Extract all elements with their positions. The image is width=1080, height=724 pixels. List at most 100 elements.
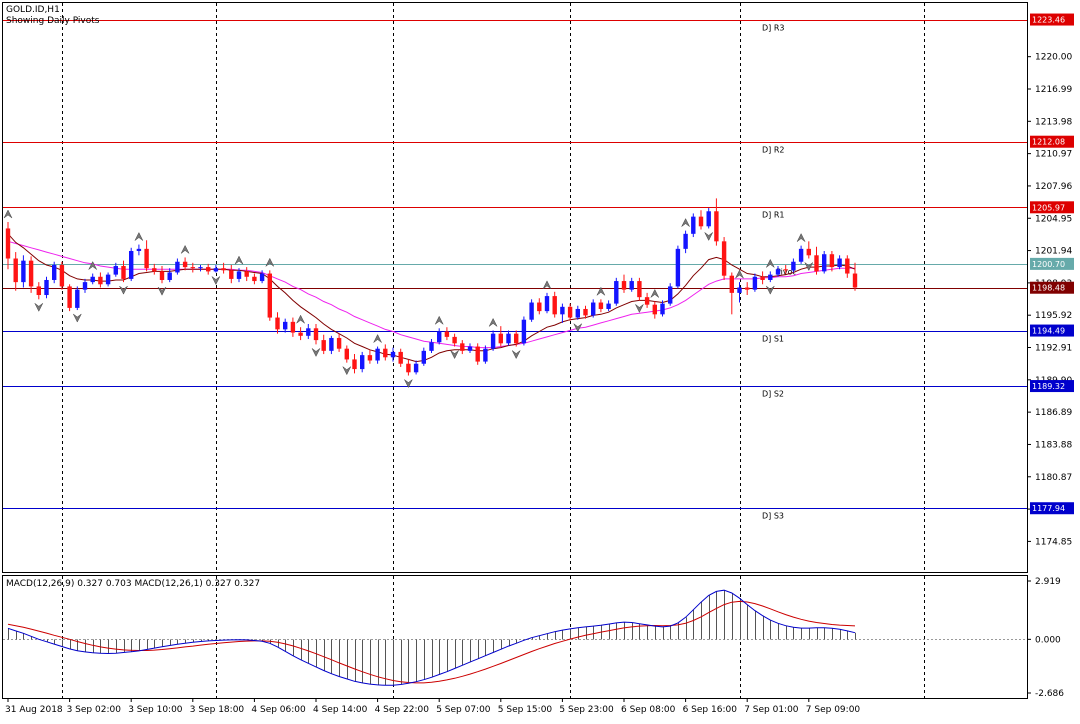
candle-body bbox=[652, 304, 657, 315]
candle-body bbox=[136, 248, 142, 251]
fractal-up-arrow bbox=[234, 255, 244, 265]
candle-body bbox=[113, 266, 118, 275]
x-tick-label: 6 Sep 16:00 bbox=[683, 705, 738, 715]
candle bbox=[21, 255, 26, 288]
tag-s3: 1177.94 bbox=[1030, 502, 1074, 515]
candle-body bbox=[336, 337, 342, 349]
candle-body bbox=[583, 308, 588, 316]
candle bbox=[629, 277, 634, 292]
candle bbox=[398, 348, 403, 367]
price-tick-label: 1183.88 bbox=[1035, 440, 1072, 450]
candle bbox=[621, 274, 627, 293]
candle bbox=[514, 330, 519, 347]
candle-body bbox=[98, 276, 103, 285]
candle-body bbox=[660, 303, 665, 315]
candle-body bbox=[798, 248, 804, 262]
tag-s3-box bbox=[1030, 502, 1074, 515]
candle bbox=[775, 266, 781, 277]
price-tick-label: 1174.85 bbox=[1035, 537, 1072, 547]
fractal-up-arrow bbox=[3, 209, 13, 219]
candle bbox=[236, 268, 242, 283]
candle bbox=[745, 282, 750, 296]
candle bbox=[244, 267, 249, 282]
candle-body bbox=[490, 333, 496, 349]
candle bbox=[283, 318, 288, 333]
candle bbox=[113, 262, 118, 277]
candle-body bbox=[252, 276, 257, 282]
candle bbox=[44, 276, 49, 299]
candle bbox=[375, 346, 380, 364]
pivot-label-r1: D] R1 bbox=[762, 211, 784, 220]
x-tick-label: 3 Sep 10:00 bbox=[128, 705, 183, 715]
candle bbox=[490, 330, 496, 351]
candle bbox=[460, 340, 465, 355]
candle-body bbox=[621, 281, 627, 290]
fractal-up-arrow bbox=[681, 218, 690, 227]
candle-body bbox=[67, 286, 72, 308]
candle-body bbox=[721, 241, 727, 276]
candle bbox=[637, 277, 642, 301]
candle bbox=[529, 299, 534, 322]
fractal-up-arrow bbox=[88, 260, 97, 270]
fractal-down-arrow bbox=[450, 350, 459, 360]
price-tick-label: 1216.99 bbox=[1035, 85, 1072, 95]
candle-body bbox=[421, 350, 426, 364]
candle-body bbox=[521, 319, 527, 344]
candle-body bbox=[175, 261, 180, 273]
candle-body bbox=[483, 348, 488, 362]
candle-body bbox=[367, 355, 373, 361]
candle-body bbox=[13, 258, 18, 283]
candle bbox=[706, 208, 711, 229]
price-panel-frame[interactable] bbox=[2, 2, 1028, 573]
candle-body bbox=[283, 321, 288, 330]
pivot-label-s3: D] S3 bbox=[762, 512, 784, 521]
fractal-down-arrow bbox=[804, 262, 814, 272]
candle bbox=[498, 326, 503, 347]
tag-r3-text: 1223.46 bbox=[1032, 16, 1065, 25]
candle bbox=[668, 283, 673, 306]
x-tick-label: 5 Sep 15:00 bbox=[498, 705, 553, 715]
pivot-label-s1: D] S1 bbox=[762, 335, 784, 344]
candle bbox=[229, 264, 234, 284]
candle-body bbox=[290, 321, 296, 333]
tag-r3-box bbox=[1030, 13, 1074, 26]
candle bbox=[691, 213, 696, 238]
candle-body bbox=[637, 281, 642, 298]
candle bbox=[845, 255, 850, 278]
candle-body bbox=[406, 363, 411, 373]
price-tick-label: 1210.97 bbox=[1035, 150, 1072, 160]
candle bbox=[182, 257, 188, 271]
candle-body bbox=[236, 271, 242, 279]
candle bbox=[275, 312, 280, 334]
x-tick-label: 31 Aug 2018 bbox=[5, 705, 63, 715]
candle-body bbox=[752, 276, 758, 290]
candle bbox=[575, 305, 580, 320]
candle bbox=[729, 272, 734, 315]
fractal-up-arrow bbox=[796, 233, 806, 242]
candle bbox=[652, 301, 657, 319]
x-tick-label: 5 Sep 23:00 bbox=[559, 705, 614, 715]
fractal-down-arrow bbox=[34, 303, 44, 312]
candle-body bbox=[213, 268, 219, 272]
candle bbox=[75, 286, 80, 311]
macd-signal-line bbox=[7, 600, 856, 684]
fractal-down-arrow bbox=[511, 350, 521, 360]
tag-r2: 1212.08 bbox=[1030, 135, 1074, 148]
day-separators bbox=[62, 3, 925, 698]
price-tick-label: 1213.98 bbox=[1035, 117, 1072, 127]
macd-panel-frame[interactable] bbox=[2, 575, 1028, 699]
candle bbox=[829, 250, 835, 272]
candle-body bbox=[398, 351, 403, 364]
tag-s2-text: 1189.32 bbox=[1032, 382, 1065, 391]
candle bbox=[798, 245, 804, 264]
price-tick-label: 1220.00 bbox=[1035, 53, 1072, 63]
candle-body bbox=[691, 216, 696, 234]
candle bbox=[421, 347, 426, 366]
candle bbox=[82, 278, 88, 293]
candle bbox=[267, 270, 272, 321]
candle-body bbox=[36, 286, 41, 296]
candle bbox=[406, 359, 411, 376]
candle-body bbox=[783, 269, 788, 271]
candle-body bbox=[190, 267, 195, 269]
